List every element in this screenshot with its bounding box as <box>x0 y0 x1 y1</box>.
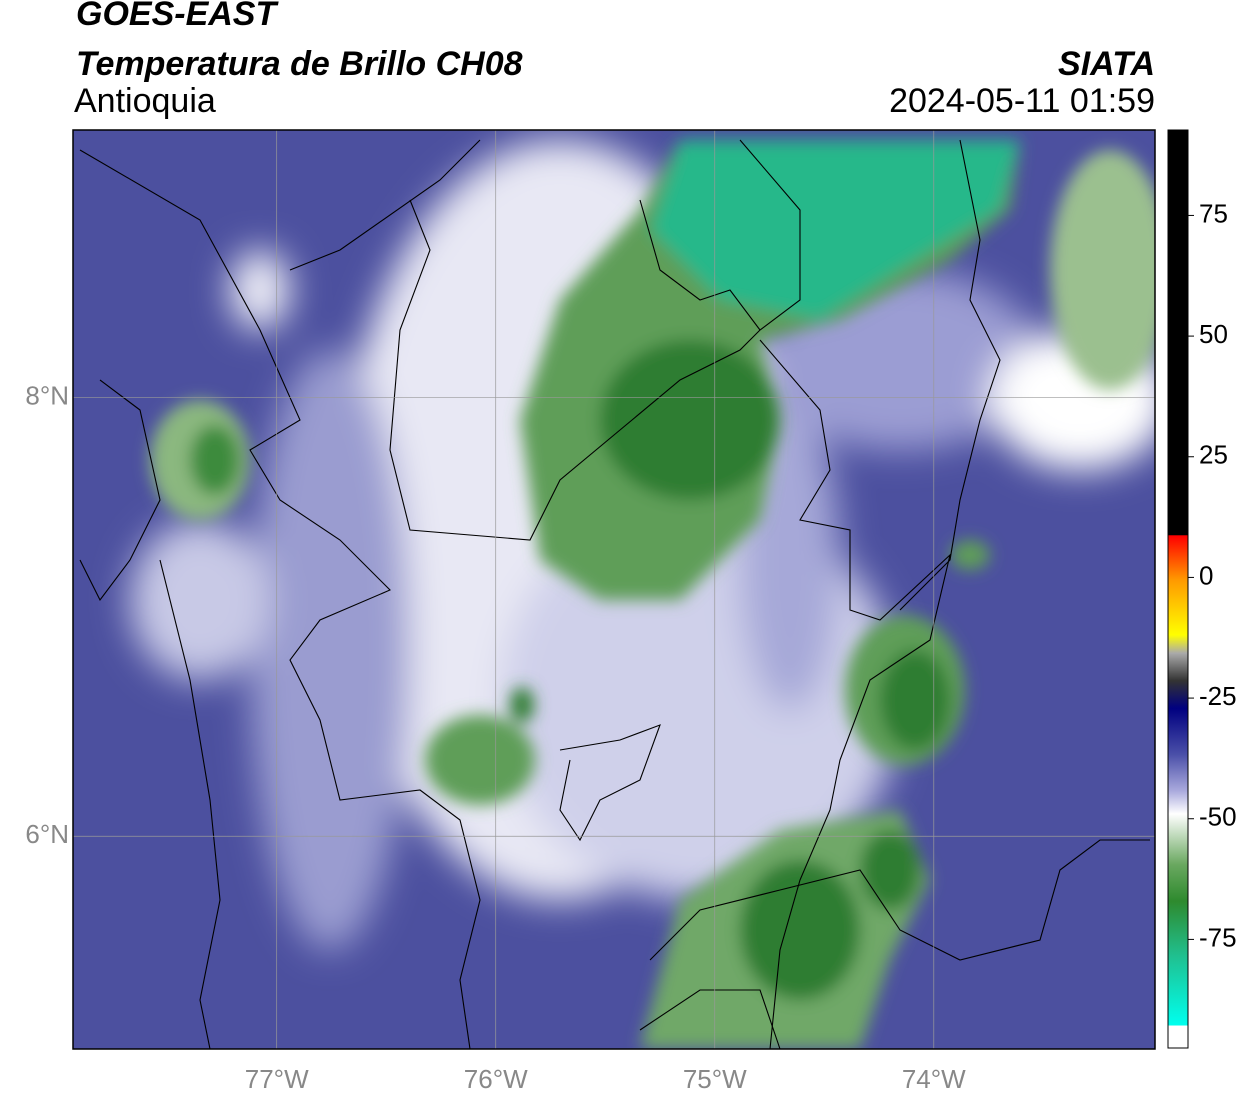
x-tick-label: 76°W <box>464 1064 528 1094</box>
x-tick-label: 77°W <box>245 1064 309 1094</box>
region: Antioquia <box>74 82 216 120</box>
x-tick-label: 74°W <box>902 1064 966 1094</box>
grid <box>73 130 1155 1049</box>
map-frame <box>72 129 1156 1050</box>
source: SIATA <box>1058 45 1155 83</box>
x-tick-label: 75°W <box>683 1064 747 1094</box>
colorbar-tick-label: -25 <box>1199 681 1237 711</box>
y-tick-label: 6°N <box>25 819 69 849</box>
subtitle: Temperatura de Brillo CH08 <box>76 45 523 83</box>
colorbar-tick-label: 25 <box>1199 440 1228 470</box>
colorbar-tick-label: 75 <box>1199 198 1228 228</box>
borders <box>79 139 1150 1049</box>
timestamp: 2024-05-11 01:59 <box>889 82 1155 120</box>
colorbar-tick-label: 0 <box>1199 560 1213 590</box>
colorbar-tick-label: -50 <box>1199 802 1237 832</box>
colorbar-tick-label: -75 <box>1199 922 1237 952</box>
ticks: 77°W 76°W 75°W 74°W 8°N 6°N 75 50 25 0 -25 -50 -75 <box>25 198 1236 1094</box>
colorbar <box>1167 129 1189 1049</box>
title: GOES-EAST <box>76 0 279 33</box>
y-tick-label: 8°N <box>25 380 69 410</box>
colorbar-tick-label: 50 <box>1199 319 1228 349</box>
satellite-image <box>73 130 1155 1049</box>
